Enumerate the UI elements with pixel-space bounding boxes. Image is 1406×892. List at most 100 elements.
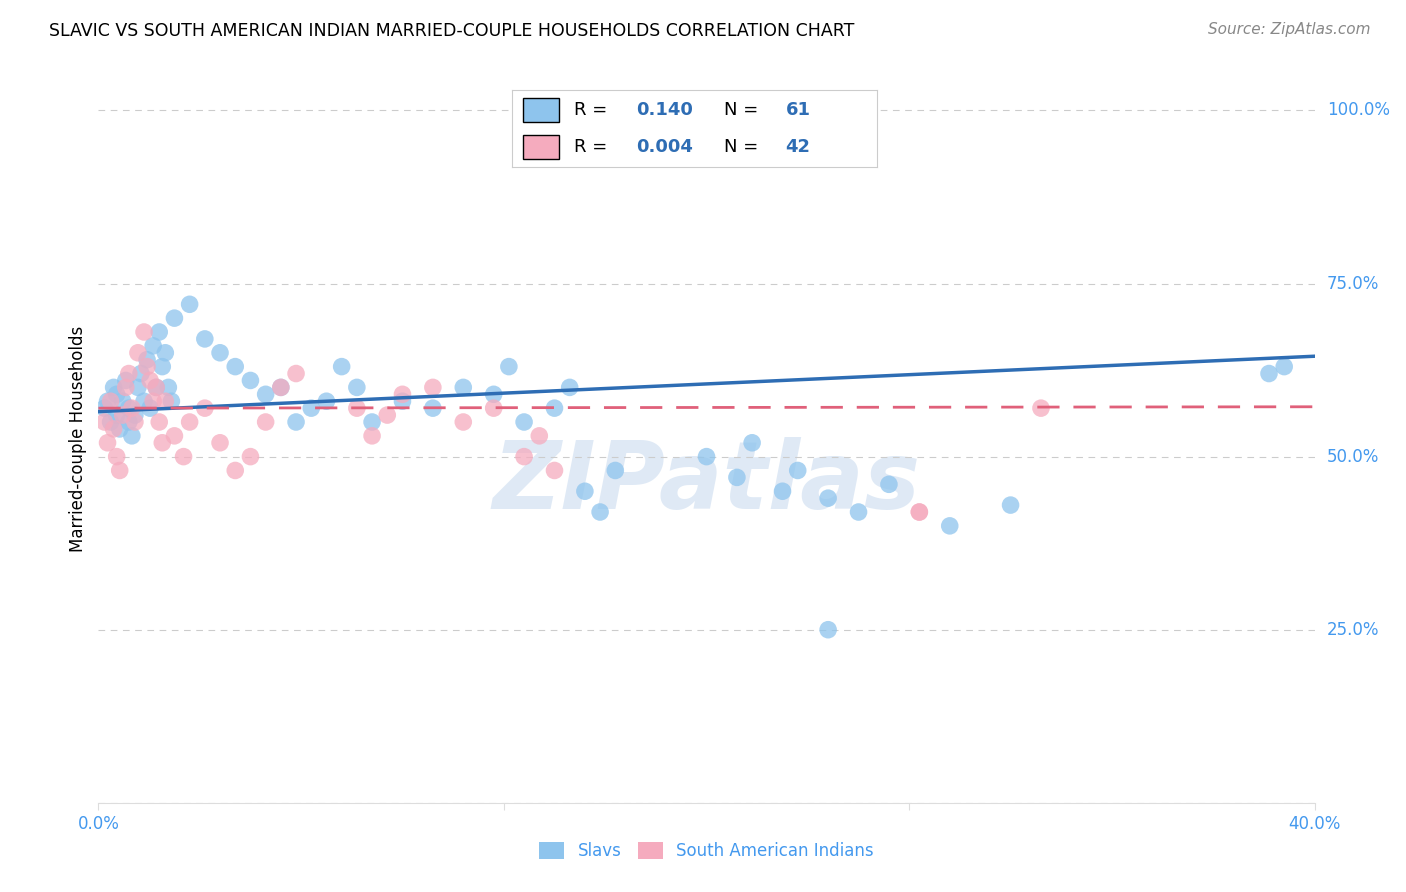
Point xyxy=(114,374,136,388)
Point xyxy=(93,415,115,429)
Point xyxy=(239,374,262,388)
Point xyxy=(1029,401,1052,416)
Text: SLAVIC VS SOUTH AMERICAN INDIAN MARRIED-COUPLE HOUSEHOLDS CORRELATION CHART: SLAVIC VS SOUTH AMERICAN INDIAN MARRIED-… xyxy=(49,22,855,40)
Point xyxy=(285,367,308,381)
Point xyxy=(254,415,277,429)
Point xyxy=(482,387,505,401)
Point xyxy=(254,387,277,401)
Point xyxy=(124,415,146,429)
Y-axis label: Married-couple Households: Married-couple Households xyxy=(69,326,87,552)
Point xyxy=(239,450,262,464)
Point xyxy=(209,345,232,359)
Point xyxy=(391,394,413,409)
Point xyxy=(100,415,122,429)
Point xyxy=(422,401,444,416)
Point xyxy=(145,380,167,394)
Point xyxy=(157,380,180,394)
Point xyxy=(194,332,217,346)
Point xyxy=(908,505,931,519)
Text: Source: ZipAtlas.com: Source: ZipAtlas.com xyxy=(1208,22,1371,37)
Point xyxy=(160,394,183,409)
Point xyxy=(299,401,322,416)
Legend: Slavs, South American Indians: Slavs, South American Indians xyxy=(533,836,880,867)
Point xyxy=(498,359,520,374)
Point xyxy=(105,387,128,401)
Point xyxy=(150,435,173,450)
Point xyxy=(136,359,159,374)
Point xyxy=(108,463,131,477)
Point xyxy=(132,394,155,409)
Point xyxy=(375,408,398,422)
Text: 25.0%: 25.0% xyxy=(1327,621,1379,639)
Point xyxy=(224,359,246,374)
Point xyxy=(908,505,931,519)
Point xyxy=(142,339,165,353)
Point xyxy=(939,519,962,533)
Point xyxy=(118,415,141,429)
Point xyxy=(148,415,170,429)
Point xyxy=(1000,498,1022,512)
Point xyxy=(118,401,141,416)
Point xyxy=(848,505,870,519)
Point xyxy=(173,450,195,464)
Text: 100.0%: 100.0% xyxy=(1327,102,1389,120)
Point xyxy=(100,394,122,409)
Point xyxy=(513,450,536,464)
Point xyxy=(330,359,353,374)
Point xyxy=(346,380,368,394)
Point xyxy=(127,380,149,394)
Point xyxy=(105,450,128,464)
Point xyxy=(179,415,201,429)
Point xyxy=(391,387,413,401)
Point xyxy=(96,435,118,450)
Point xyxy=(132,325,155,339)
Point xyxy=(163,311,186,326)
Point xyxy=(453,380,475,394)
Point xyxy=(129,367,152,381)
Point xyxy=(148,325,170,339)
Point xyxy=(155,345,177,359)
Point xyxy=(482,401,505,416)
Point xyxy=(741,435,763,450)
Point xyxy=(558,380,581,394)
Point xyxy=(145,380,167,394)
Point xyxy=(124,408,146,422)
Point xyxy=(877,477,900,491)
Point xyxy=(696,450,718,464)
Point xyxy=(361,429,384,443)
Point xyxy=(1258,367,1281,381)
Text: ZIPatlas: ZIPatlas xyxy=(492,437,921,529)
Point xyxy=(725,470,748,484)
Point xyxy=(285,415,308,429)
Point xyxy=(270,380,292,394)
Point xyxy=(142,394,165,409)
Point xyxy=(163,429,186,443)
Point xyxy=(139,374,162,388)
Point xyxy=(121,401,143,416)
Point xyxy=(315,394,337,409)
Point xyxy=(121,429,143,443)
Point xyxy=(224,463,246,477)
Point xyxy=(543,401,565,416)
Text: 50.0%: 50.0% xyxy=(1327,448,1379,466)
Point xyxy=(179,297,201,311)
Point xyxy=(589,505,612,519)
Point xyxy=(105,408,128,422)
Point xyxy=(574,484,596,499)
Point xyxy=(422,380,444,394)
Point xyxy=(96,394,118,409)
Point xyxy=(543,463,565,477)
Point xyxy=(346,401,368,416)
Point xyxy=(127,345,149,359)
Point xyxy=(786,463,808,477)
Point xyxy=(114,380,136,394)
Point xyxy=(93,401,115,416)
Point xyxy=(103,380,125,394)
Text: 75.0%: 75.0% xyxy=(1327,275,1379,293)
Point xyxy=(155,394,177,409)
Point xyxy=(1272,359,1295,374)
Point xyxy=(605,463,627,477)
Point xyxy=(136,352,159,367)
Point xyxy=(150,359,173,374)
Point xyxy=(817,491,839,505)
